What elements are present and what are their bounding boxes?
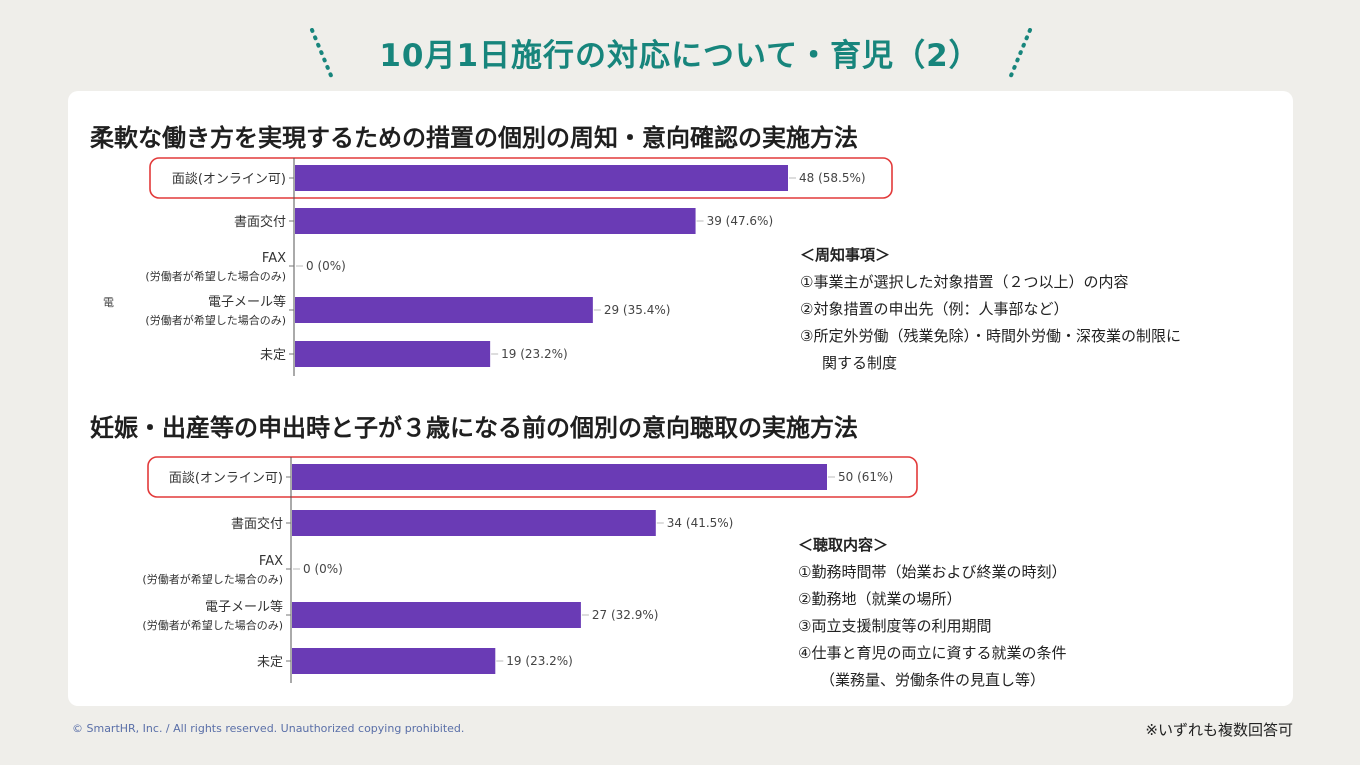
bar [292,602,581,628]
bar [295,341,491,367]
bar-chart-2: 50 (61%) 面談(オンライン可) 34 (41.5%) 書面交付 0 (0%) FA… [142,456,918,683]
side-mark: 電 [103,296,114,309]
notes-heading: ＜聴取内容＞ [798,536,889,554]
bar [295,208,696,234]
section-title-1: 柔軟な働き方を実現するための措置の個別の周知・意向確認の実施方法 [90,124,858,152]
data-label: 0 (0%) [303,562,343,576]
category-label: 面談(オンライン可) [172,171,286,187]
footnote: ※いずれも複数回答可 [1145,721,1293,739]
note-item: ①勤務時間帯（始業および終業の時刻） [798,563,1067,581]
category-label: (労働者が希望した場合のみ) [142,572,283,586]
note-item: ②対象措置の申出先（例：人事部など） [800,300,1069,318]
highlight-frame [147,456,918,498]
data-label: 34 (41.5%) [667,516,734,530]
bar [292,510,656,536]
category-label: 電子メール等 [208,294,286,310]
data-label: 50 (61%) [838,470,893,484]
bar [295,165,788,191]
note-item: ②勤務地（就業の場所） [798,590,962,608]
data-label: 27 (32.9%) [592,608,659,622]
bar [292,648,496,674]
page-title: 10月1日施行の対応について・育児（2） [379,38,981,74]
data-label: 19 (23.2%) [501,347,568,361]
category-label: 書面交付 [234,214,286,230]
data-label: 48 (58.5%) [799,171,866,185]
category-label: 面談(オンライン可) [169,470,283,486]
copyright-text: © SmartHR, Inc. / All rights reserved. U… [72,722,465,735]
highlight-frame [149,157,893,199]
left-decoration-icon [310,28,334,80]
category-label: (労働者が希望した場合のみ) [142,618,283,632]
content-card [68,91,1293,706]
data-label: 29 (35.4%) [604,303,671,317]
notes-2: ＜聴取内容＞ ①勤務時間帯（始業および終業の時刻） ②勤務地（就業の場所） ③両… [798,532,1066,694]
note-item: ④仕事と育児の両立に資する就業の条件 [798,644,1067,662]
note-item: 関する制度 [822,354,898,372]
note-item: ③所定外労働（残業免除）・時間外労働・深夜業の制限に [800,327,1181,345]
data-label: 39 (47.6%) [707,214,774,228]
bar [292,464,827,490]
notes-1: ＜周知事項＞ ①事業主が選択した対象措置（２つ以上）の内容 ②対象措置の申出先（… [800,242,1181,377]
category-label: 電子メール等 [205,599,283,615]
bar-chart-1: 48 (58.5%) 面談(オンライン可) 39 (47.6%) 書面交付 0 (0%)… [145,157,893,376]
bar [295,297,593,323]
category-label: FAX [259,554,283,569]
category-label: 書面交付 [231,516,283,532]
data-label: 19 (23.2%) [506,654,573,668]
section-title-2: 妊娠・出産等の申出時と子が３歳になる前の個別の意向聴取の実施方法 [90,414,858,442]
category-label: 未定 [257,655,283,670]
category-label: 未定 [260,348,286,363]
note-item: ①事業主が選択した対象措置（２つ以上）の内容 [800,273,1129,291]
notes-heading: ＜周知事項＞ [800,246,891,264]
category-label: FAX [262,251,286,266]
category-label: (労働者が希望した場合のみ) [145,313,286,327]
category-label: (労働者が希望した場合のみ) [145,269,286,283]
note-item: （業務量、労働条件の見直し等） [820,671,1046,689]
note-item: ③両立支援制度等の利用期間 [798,617,992,635]
right-decoration-icon [1008,28,1032,80]
data-label: 0 (0%) [306,259,346,273]
